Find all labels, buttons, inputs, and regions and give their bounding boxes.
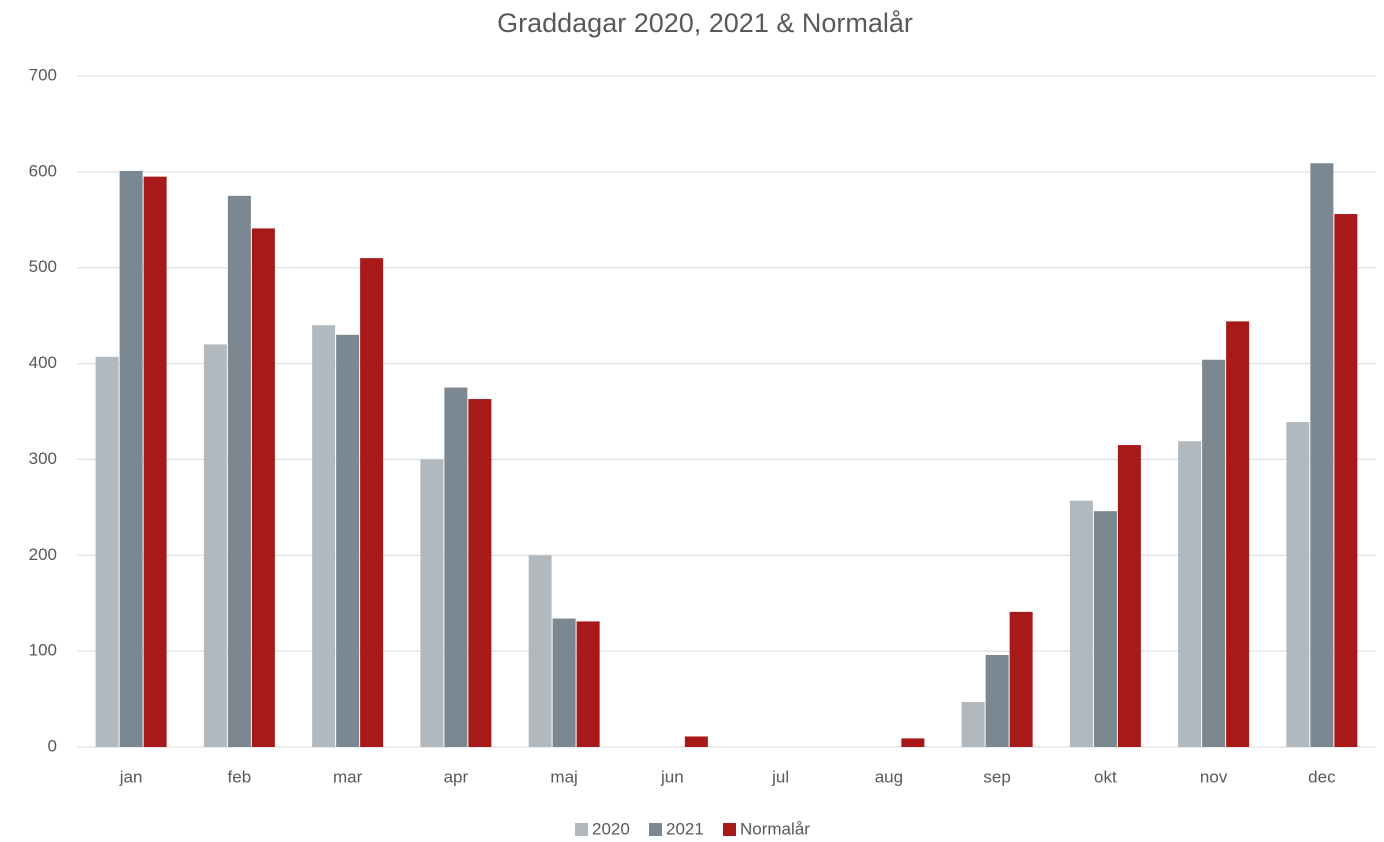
bar: [684, 736, 708, 747]
y-tick-label: 0: [48, 736, 57, 755]
bar: [468, 399, 492, 747]
x-tick-label: aug: [875, 767, 903, 786]
x-tick-label: jul: [771, 767, 789, 786]
bar: [95, 356, 119, 747]
bar: [1286, 422, 1310, 747]
bar: [420, 459, 444, 747]
bar: [1310, 163, 1334, 748]
y-tick-label: 300: [29, 449, 57, 468]
bar: [227, 195, 251, 748]
bar: [901, 738, 925, 747]
bar: [1202, 359, 1226, 747]
y-tick-label: 100: [29, 641, 57, 660]
y-tick-label: 200: [29, 545, 57, 564]
x-tick-label: feb: [228, 767, 252, 786]
legend-label: Normalår: [740, 819, 810, 838]
bar: [203, 344, 227, 747]
bar: [360, 258, 384, 747]
bar: [444, 387, 468, 747]
chart-title: Graddagar 2020, 2021 & Normalår: [497, 8, 913, 38]
bar: [1334, 214, 1358, 747]
x-tick-label: jun: [660, 767, 684, 786]
bar: [1117, 445, 1141, 747]
bar: [312, 325, 336, 747]
x-tick-label: maj: [550, 767, 577, 786]
bar: [1009, 611, 1033, 747]
x-tick-label: mar: [333, 767, 363, 786]
bar: [1069, 500, 1093, 747]
y-tick-label: 700: [29, 65, 57, 84]
bar: [119, 170, 143, 748]
x-tick-label: nov: [1200, 767, 1228, 786]
x-tick-label: okt: [1094, 767, 1117, 786]
bar: [552, 618, 576, 747]
bar: [528, 555, 552, 747]
bar: [143, 176, 167, 747]
x-tick-label: sep: [983, 767, 1010, 786]
y-tick-label: 500: [29, 257, 57, 276]
x-tick-label: dec: [1308, 767, 1336, 786]
legend-label: 2021: [666, 819, 704, 838]
x-tick-label: apr: [444, 767, 469, 786]
bar: [1178, 441, 1202, 747]
legend-swatch: [649, 823, 662, 836]
bar: [336, 334, 360, 747]
bar: [1093, 511, 1117, 747]
y-tick-label: 400: [29, 353, 57, 372]
bar: [251, 228, 275, 748]
bar: [985, 654, 1009, 747]
legend-swatch: [723, 823, 736, 836]
bar: [961, 701, 985, 747]
y-tick-label: 600: [29, 161, 57, 180]
legend-swatch: [575, 823, 588, 836]
x-tick-label: jan: [119, 767, 143, 786]
bar: [1226, 321, 1250, 747]
legend-label: 2020: [592, 819, 630, 838]
bar: [576, 621, 600, 747]
